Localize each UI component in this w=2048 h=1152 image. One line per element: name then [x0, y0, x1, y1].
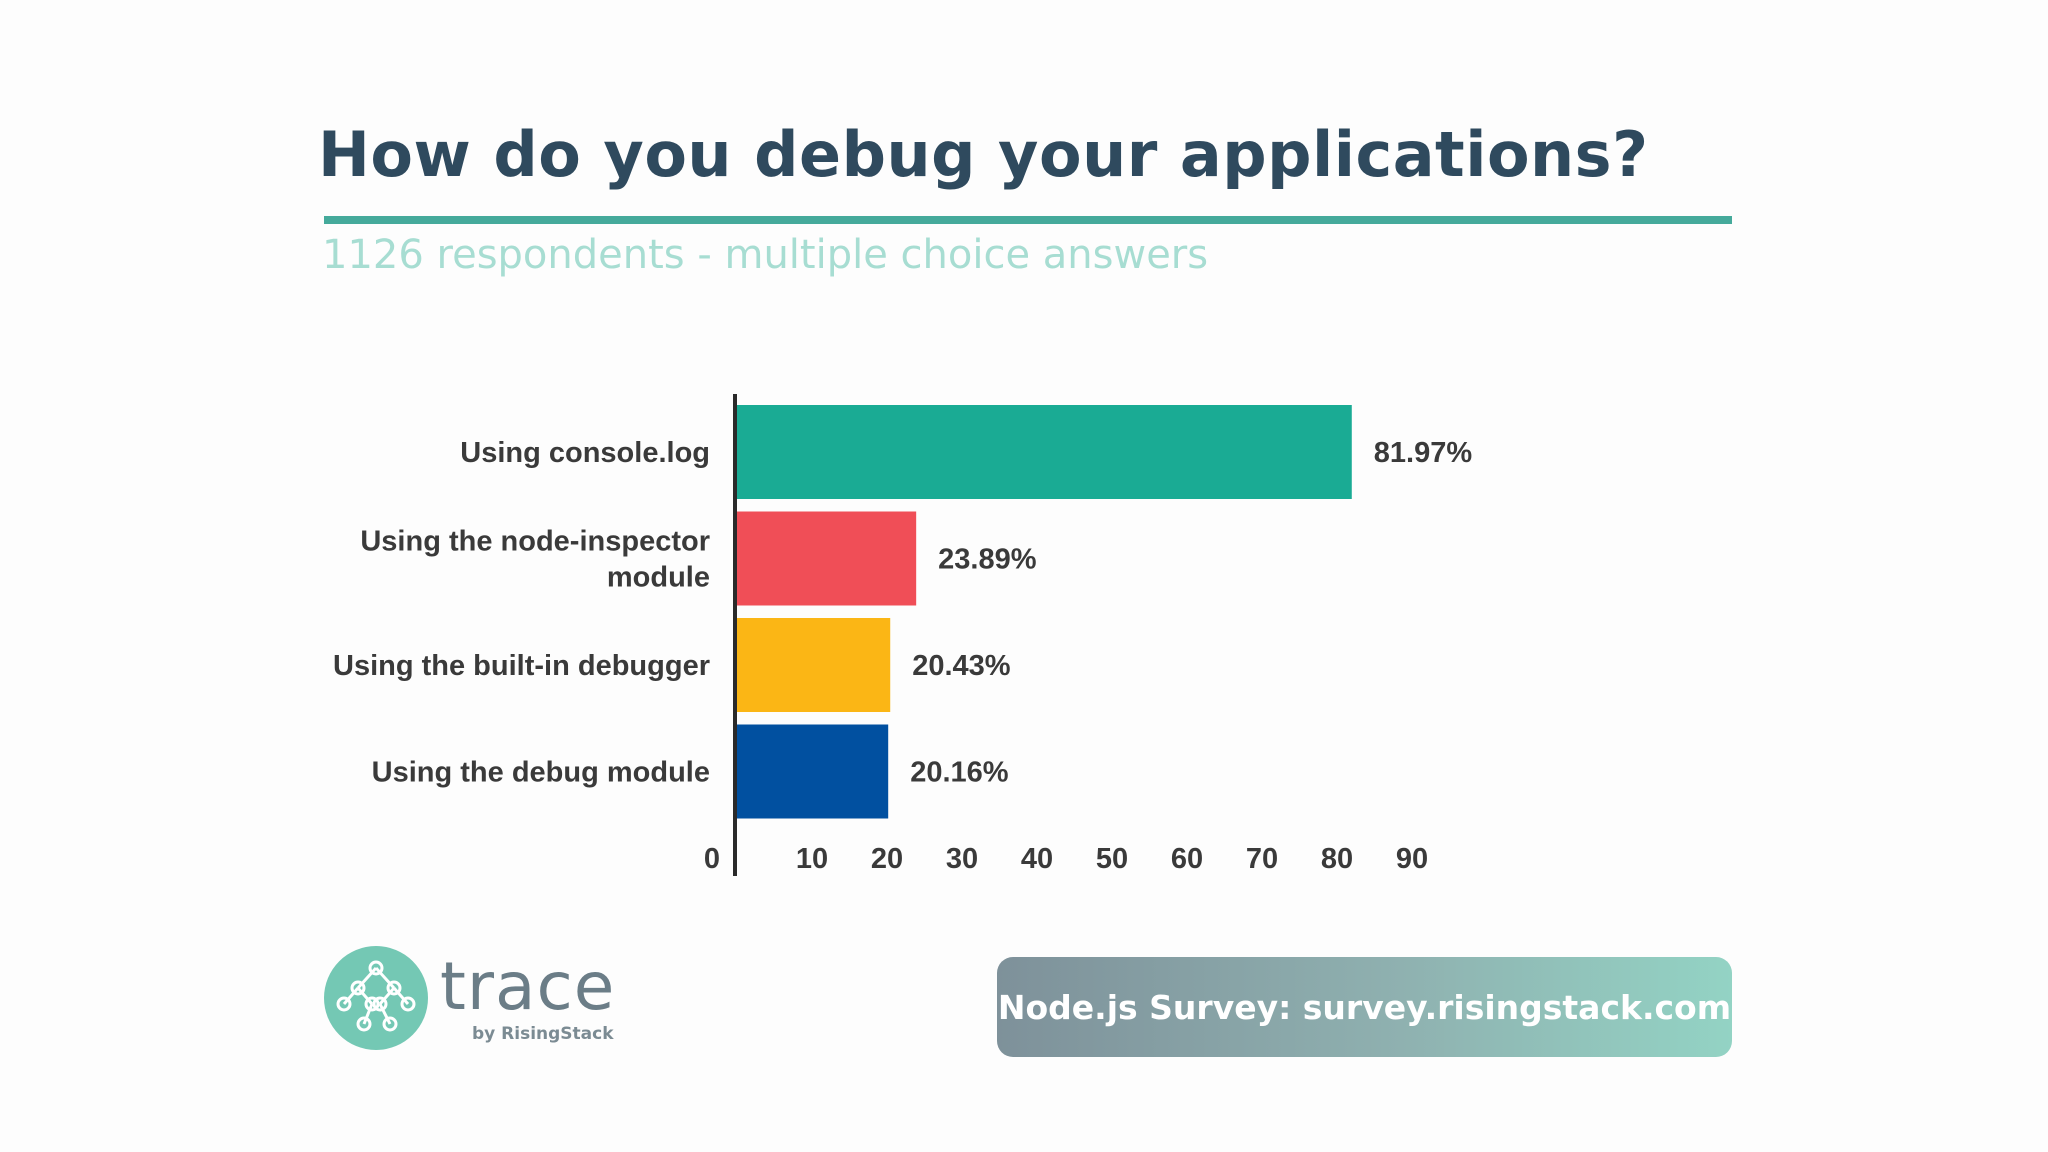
- x-tick-label-60: 60: [1171, 843, 1203, 875]
- category-label-0: Using console.log: [460, 437, 710, 469]
- value-label-1: 23.89%: [938, 544, 1037, 576]
- page-title: How do you debug your applications?: [318, 118, 1649, 191]
- x-tick-label-30: 30: [946, 843, 978, 875]
- x-tick-label-10: 10: [796, 843, 828, 875]
- x-tick-label-50: 50: [1096, 843, 1128, 875]
- logo-byline: by RisingStack: [472, 1024, 614, 1044]
- network-nodes-icon: [324, 946, 428, 1050]
- value-label-3: 20.16%: [910, 757, 1009, 789]
- bar-3: [737, 724, 889, 819]
- category-label-3: Using the debug module: [372, 757, 710, 789]
- x-tick-label-20: 20: [871, 843, 903, 875]
- x-tick-label-90: 90: [1396, 843, 1428, 875]
- bar-0: [737, 405, 1352, 499]
- value-label-0: 81.97%: [1374, 437, 1473, 469]
- survey-link-text: Node.js Survey: survey.risingstack.com: [997, 987, 1732, 1027]
- x-tick-label-40: 40: [1021, 843, 1053, 875]
- x-tick-label-70: 70: [1246, 843, 1278, 875]
- survey-banner: Node.js Survey: survey.risingstack.com: [997, 957, 1732, 1057]
- x-tick-label-80: 80: [1321, 843, 1353, 875]
- x-tick-label-0: 0: [704, 843, 720, 875]
- title-divider: [324, 216, 1732, 224]
- trace-logo: trace by RisingStack: [324, 946, 614, 1056]
- logo-wordmark: trace: [440, 948, 616, 1025]
- category-label-1-line-1: module: [607, 562, 710, 594]
- category-label-2: Using the built-in debugger: [333, 650, 710, 682]
- value-label-2: 20.43%: [912, 650, 1011, 682]
- page-subtitle: 1126 respondents - multiple choice answe…: [322, 232, 1209, 278]
- bar-2: [737, 618, 891, 712]
- category-label-1-line-0: Using the node-inspector: [360, 526, 710, 558]
- bar-1: [737, 511, 917, 606]
